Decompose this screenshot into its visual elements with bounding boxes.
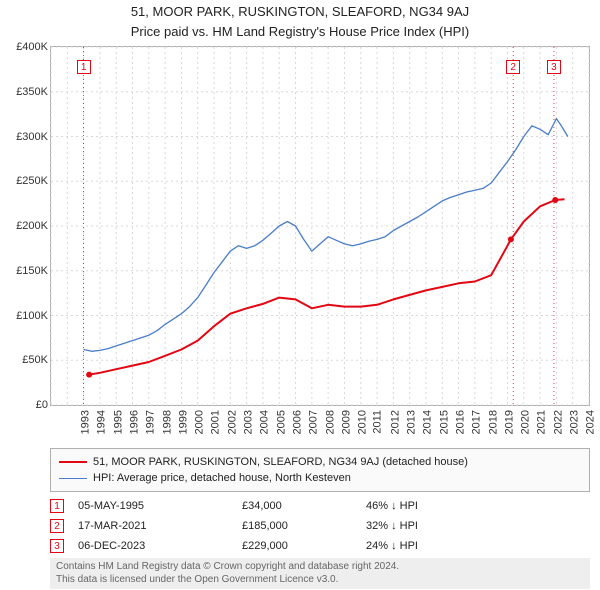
series-marker [552,197,558,203]
callout-marker: 2 [506,60,520,74]
x-tick-label: 1995 [112,410,124,434]
y-tick-label: £400K [2,41,48,53]
y-tick-label: £150K [2,265,48,277]
y-tick-label: £100K [2,310,48,322]
x-tick-label: 2016 [454,410,466,434]
y-tick-label: £250K [2,175,48,187]
callout-marker: 3 [547,60,561,74]
x-tick-label: 2015 [438,410,450,434]
x-tick-label: 2022 [552,410,564,434]
sale-date: 06-DEC-2023 [78,540,228,552]
sale-marker-icon: 1 [50,499,64,513]
x-tick-label: 2019 [503,410,515,434]
legend-row: HPI: Average price, detached house, Nort… [59,470,581,486]
series-hpi [84,119,568,352]
legend-label: HPI: Average price, detached house, Nort… [93,472,351,484]
y-tick-label: £300K [2,131,48,143]
legend-label: 51, MOOR PARK, RUSKINGTON, SLEAFORD, NG3… [93,456,468,468]
x-tick-label: 2000 [194,410,206,434]
sale-price: £185,000 [242,520,352,532]
x-tick-label: 2005 [275,410,287,434]
x-tick-label: 2009 [340,410,352,434]
sale-price: £34,000 [242,500,352,512]
sales-table: 1 05-MAY-1995 £34,000 46% ↓ HPI 2 17-MAR… [50,496,590,556]
attribution-line: Contains HM Land Registry data © Crown c… [56,561,584,574]
x-tick-label: 2004 [259,410,271,434]
callout-marker: 1 [77,60,91,74]
plot-area [50,46,590,406]
x-tick-label: 2008 [324,410,336,434]
attribution-box: Contains HM Land Registry data © Crown c… [50,558,590,589]
x-tick-label: 1996 [128,410,140,434]
x-tick-label: 1997 [145,410,157,434]
x-tick-label: 2011 [372,410,384,434]
x-tick-label: 2001 [210,410,222,434]
legend-box: 51, MOOR PARK, RUSKINGTON, SLEAFORD, NG3… [50,448,590,492]
sale-marker-icon: 2 [50,519,64,533]
x-tick-label: 2003 [243,410,255,434]
x-tick-label: 1998 [161,410,173,434]
sale-date: 17-MAR-2021 [78,520,228,532]
y-tick-label: £0 [2,399,48,411]
x-tick-label: 1994 [96,410,108,434]
sale-hpi-diff: 46% ↓ HPI [366,500,486,512]
x-tick-label: 2013 [406,410,418,434]
sale-hpi-diff: 24% ↓ HPI [366,540,486,552]
x-tick-label: 2010 [357,410,369,434]
x-tick-label: 2007 [308,410,320,434]
x-tick-label: 2002 [226,410,238,434]
sale-marker-icon: 3 [50,539,64,553]
x-tick-label: 1993 [79,410,91,434]
y-tick-label: £350K [2,86,48,98]
sale-hpi-diff: 32% ↓ HPI [366,520,486,532]
legend-swatch [59,478,87,479]
x-tick-label: 1999 [177,410,189,434]
attribution-line: This data is licensed under the Open Gov… [56,574,584,587]
table-row: 1 05-MAY-1995 £34,000 46% ↓ HPI [50,496,590,516]
x-tick-label: 2024 [585,410,597,434]
chart-subtitle: Price paid vs. HM Land Registry's House … [0,24,600,39]
page-root: 51, MOOR PARK, RUSKINGTON, SLEAFORD, NG3… [0,0,600,590]
legend-swatch [59,461,87,463]
x-tick-label: 2012 [389,410,401,434]
sale-date: 05-MAY-1995 [78,500,228,512]
x-tick-label: 2018 [487,410,499,434]
x-tick-label: 2014 [422,410,434,434]
chart-title: 51, MOOR PARK, RUSKINGTON, SLEAFORD, NG3… [0,4,600,19]
legend-row: 51, MOOR PARK, RUSKINGTON, SLEAFORD, NG3… [59,454,581,470]
y-tick-label: £50K [2,354,48,366]
x-tick-label: 2006 [291,410,303,434]
table-row: 2 17-MAR-2021 £185,000 32% ↓ HPI [50,516,590,536]
x-tick-label: 2017 [471,410,483,434]
table-row: 3 06-DEC-2023 £229,000 24% ↓ HPI [50,536,590,556]
x-tick-label: 2023 [569,410,581,434]
y-tick-label: £200K [2,220,48,232]
plot-svg [51,47,589,405]
series-marker [86,372,92,378]
x-tick-label: 2020 [520,410,532,434]
sale-price: £229,000 [242,540,352,552]
x-tick-label: 2021 [536,410,548,434]
